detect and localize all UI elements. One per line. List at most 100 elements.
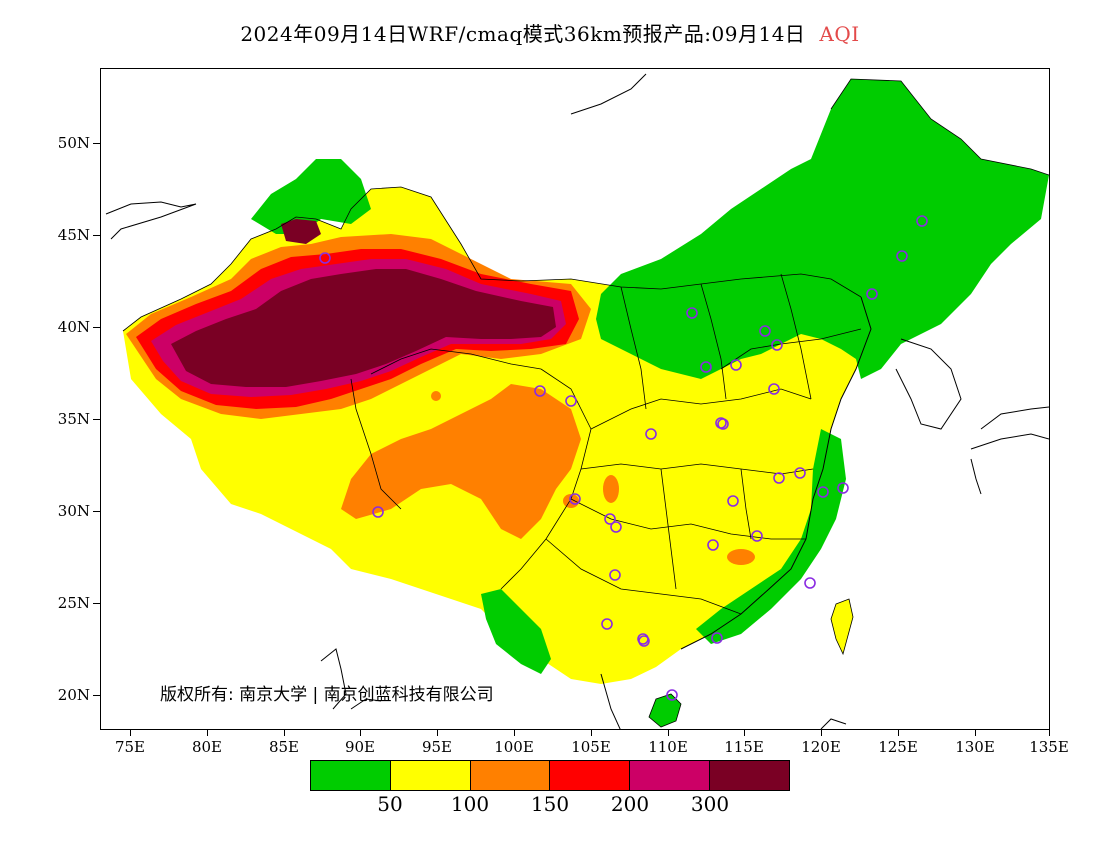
region-light-spot-1 (603, 475, 619, 503)
station-marker (730, 359, 742, 371)
region-light-spot-2 (727, 549, 755, 565)
station-marker (896, 250, 908, 262)
y-tick (93, 511, 100, 512)
station-marker (711, 632, 723, 644)
station-marker (700, 361, 712, 373)
station-marker (601, 618, 613, 630)
region-light-spot-4 (431, 391, 441, 401)
legend-swatch (630, 761, 711, 790)
station-marker (817, 486, 829, 498)
map-title: 2024年09月14日WRF/cmaq模式36km预报产品:09月14日 AQI (0, 18, 1100, 47)
region-severe (171, 269, 556, 387)
station-marker (804, 577, 816, 589)
station-marker (372, 506, 384, 518)
x-label: 125E (878, 738, 918, 756)
legend-swatch (470, 761, 551, 790)
station-marker (604, 513, 616, 525)
region-taiwan (830, 598, 854, 656)
station-marker (534, 385, 546, 397)
title-text: 2024年09月14日WRF/cmaq模式36km预报产品:09月14日 (240, 22, 806, 46)
x-tick (975, 730, 976, 736)
legend-label: 100 (450, 792, 490, 816)
province-boundaries (122, 78, 1049, 615)
station-marker (916, 215, 928, 227)
x-label: 100E (494, 738, 534, 756)
y-label: 30N (57, 502, 90, 520)
region-good-southwest (481, 589, 551, 674)
y-label: 50N (57, 134, 90, 152)
y-tick (93, 603, 100, 604)
legend-label: 150 (530, 792, 570, 816)
station-marker (794, 467, 806, 479)
x-tick (130, 730, 131, 736)
x-label: 90E (344, 738, 376, 756)
station-marker (727, 495, 739, 507)
station-marker (717, 418, 729, 430)
station-marker (610, 521, 622, 533)
legend-label: 50 (377, 792, 403, 816)
map-frame (100, 68, 1050, 730)
x-label: 110E (648, 738, 688, 756)
region-severe-north (281, 219, 321, 244)
region-good-northwest (251, 159, 371, 234)
station-marker (707, 539, 719, 551)
y-label: 25N (57, 594, 90, 612)
station-marker (768, 383, 780, 395)
station-marker (638, 635, 650, 647)
y-label: 45N (57, 226, 90, 244)
region-light-tibet (341, 384, 581, 539)
x-label: 85E (268, 738, 300, 756)
region-good-southeast (696, 429, 846, 644)
legend-swatch (710, 761, 789, 790)
x-label: 95E (421, 738, 453, 756)
legend-swatch (311, 761, 391, 790)
x-label: 120E (801, 738, 841, 756)
x-label: 135E (1029, 738, 1069, 756)
station-marker (666, 689, 678, 701)
station-marker (837, 482, 849, 494)
station-marker (569, 493, 581, 505)
x-tick (1049, 730, 1050, 736)
y-tick (93, 235, 100, 236)
y-tick (93, 695, 100, 696)
x-label: 75E (114, 738, 146, 756)
x-tick (668, 730, 669, 736)
x-tick (591, 730, 592, 736)
x-tick (360, 730, 361, 736)
x-tick (898, 730, 899, 736)
y-tick (93, 143, 100, 144)
title-variable: AQI (819, 22, 860, 46)
y-label: 35N (57, 410, 90, 428)
station-marker (866, 288, 878, 300)
x-label: 130E (955, 738, 995, 756)
station-marker (686, 307, 698, 319)
x-label: 80E (191, 738, 223, 756)
station-marker (751, 530, 763, 542)
x-tick (437, 730, 438, 736)
copyright-text: 版权所有: 南京大学 | 南京创蓝科技有限公司 (160, 685, 494, 705)
legend-label: 300 (690, 792, 730, 816)
x-label: 105E (571, 738, 611, 756)
x-tick (744, 730, 745, 736)
station-marker (319, 252, 331, 264)
x-tick (284, 730, 285, 736)
legend-swatch (390, 761, 471, 790)
station-marker (645, 428, 657, 440)
legend-swatch (550, 761, 631, 790)
station-marker (609, 569, 621, 581)
x-label: 115E (724, 738, 764, 756)
station-marker (565, 395, 577, 407)
y-label: 20N (57, 686, 90, 704)
legend-label: 200 (610, 792, 650, 816)
y-label: 40N (57, 318, 90, 336)
color-legend (310, 760, 790, 791)
aqi-map (105, 73, 1049, 729)
x-tick (207, 730, 208, 736)
x-tick (821, 730, 822, 736)
station-marker (773, 472, 785, 484)
region-good-northeast (596, 79, 1049, 379)
coastlines (105, 73, 1049, 729)
x-tick (514, 730, 515, 736)
y-tick (93, 327, 100, 328)
region-hainan (648, 693, 682, 728)
